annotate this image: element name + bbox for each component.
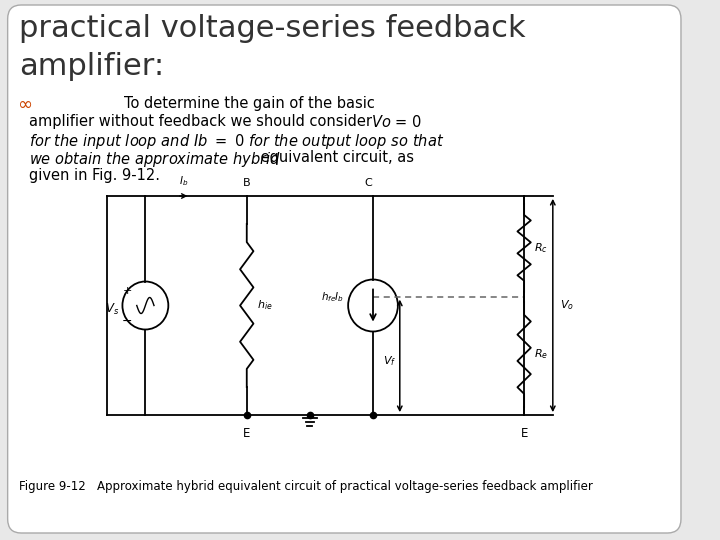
Text: $R_c$: $R_c$ (534, 241, 548, 255)
Text: E: E (243, 427, 251, 440)
Text: amplifier without feedback we should consider: amplifier without feedback we should con… (29, 114, 377, 129)
FancyBboxPatch shape (8, 5, 681, 533)
Text: $h_{fe}I_b$: $h_{fe}I_b$ (321, 291, 344, 305)
Text: $V_o$: $V_o$ (559, 299, 574, 313)
Text: ∞: ∞ (17, 96, 32, 114)
Text: B: B (243, 178, 251, 188)
Text: $\mathit{we\ obtain\ the\ approximate\ hybrid}$: $\mathit{we\ obtain\ the\ approximate\ h… (29, 150, 281, 169)
Text: $I_b$: $I_b$ (179, 174, 189, 188)
Text: +: + (122, 287, 132, 296)
Text: C: C (364, 178, 372, 188)
Text: $V_f$: $V_f$ (382, 354, 396, 368)
Text: amplifier:: amplifier: (19, 52, 164, 81)
Text: −: − (122, 315, 132, 328)
Text: E: E (521, 427, 528, 440)
Text: $R_e$: $R_e$ (534, 347, 548, 361)
Text: practical voltage-series feedback: practical voltage-series feedback (19, 14, 526, 43)
Text: To determine the gain of the basic: To determine the gain of the basic (125, 96, 375, 111)
Text: $h_{ie}$: $h_{ie}$ (257, 299, 273, 313)
Text: $V_s$: $V_s$ (105, 302, 120, 317)
Text: given in Fig. 9-12.: given in Fig. 9-12. (29, 168, 160, 183)
Text: Figure 9-12   Approximate hybrid equivalent circuit of practical voltage-series : Figure 9-12 Approximate hybrid equivalen… (19, 480, 593, 493)
Text: $\mathit{Vo}$ = $\mathit{0}$: $\mathit{Vo}$ = $\mathit{0}$ (371, 114, 422, 130)
Text: equivalent circuit, as: equivalent circuit, as (256, 150, 414, 165)
Text: $\mathit{for\ the\ input\ loop\ and\ Ib\ =\ 0\ for\ the\ output\ loop\ so\ that}: $\mathit{for\ the\ input\ loop\ and\ Ib\… (29, 132, 444, 151)
